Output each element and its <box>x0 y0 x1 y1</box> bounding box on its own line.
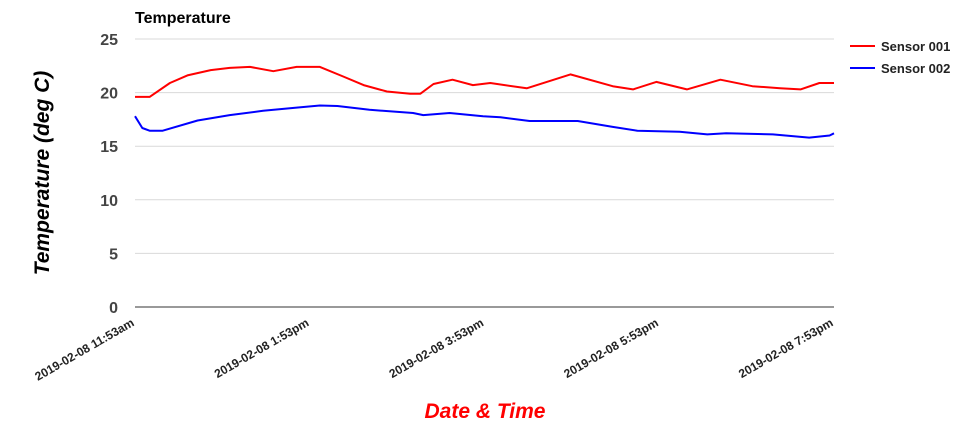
x-axis-label: Date & Time <box>425 400 546 423</box>
chart-title: Temperature <box>135 10 231 27</box>
y-tick-label: 20 <box>100 86 118 103</box>
x-tick-label: 2019-02-08 7:53pm <box>736 315 835 380</box>
legend-label: Sensor 001 <box>881 39 950 54</box>
series-lines <box>134 65 835 139</box>
x-tick-label: 2019-02-08 1:53pm <box>212 315 311 380</box>
y-tick-label: 10 <box>100 193 118 210</box>
x-tick-label: 2019-02-08 3:53pm <box>387 315 486 380</box>
x-tick-label: 2019-02-08 11:53am <box>32 315 136 383</box>
y-tick-label: 0 <box>109 300 118 317</box>
y-axis-label: Temperature (deg C) <box>31 71 54 276</box>
x-tick-label: 2019-02-08 5:53pm <box>561 315 660 380</box>
series-line-1 <box>135 65 834 98</box>
series-line-2 <box>134 104 835 139</box>
y-tick-label: 5 <box>109 246 118 263</box>
legend-label: Sensor 002 <box>881 61 950 76</box>
legend: Sensor 001 Sensor 002 <box>850 39 950 76</box>
y-tick-label: 15 <box>100 139 118 156</box>
x-axis-ticks: 2019-02-08 11:53am 2019-02-08 1:53pm 2019-… <box>32 315 835 383</box>
y-axis-ticks: 0 5 10 15 20 25 <box>100 32 118 317</box>
gridlines <box>135 38 834 308</box>
y-tick-label: 25 <box>100 32 118 49</box>
